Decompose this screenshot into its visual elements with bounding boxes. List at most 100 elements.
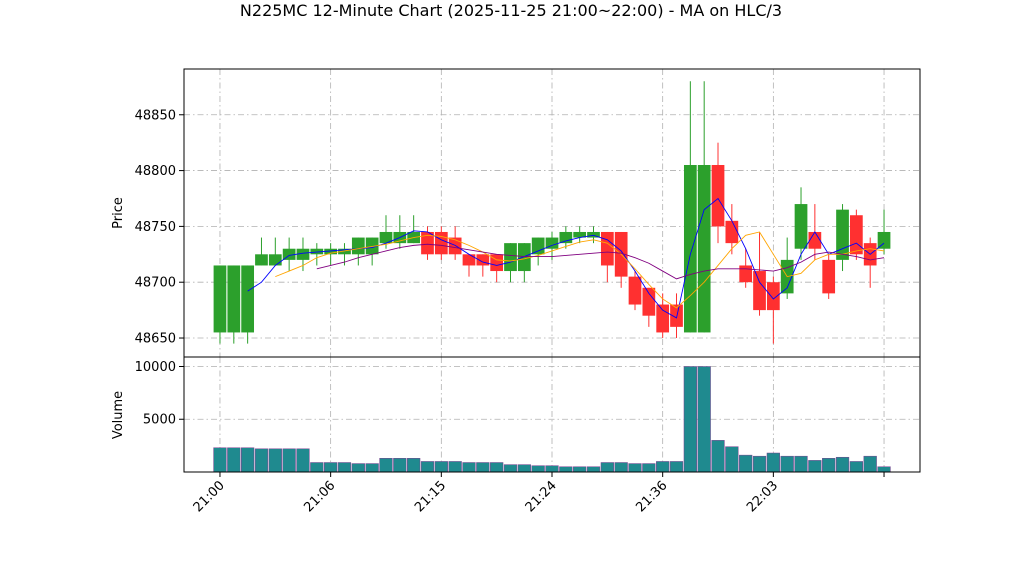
candle-body (213, 265, 227, 333)
candle-body (490, 254, 504, 272)
y-tick-label: 48700 (135, 276, 176, 291)
volume-bar (669, 461, 684, 473)
volume-bar (448, 461, 462, 473)
volume-bar (434, 461, 448, 473)
volume-bar (849, 461, 863, 473)
volume-bar (586, 466, 601, 473)
volume-bar (739, 454, 753, 473)
volume-frame (183, 356, 921, 473)
candle-body (877, 231, 891, 249)
candle-body (434, 231, 448, 255)
candle-body (697, 165, 711, 333)
volume-bar (227, 447, 241, 473)
volume-bar (393, 458, 407, 473)
x-tick-label: 21:15 (412, 478, 449, 515)
candle-body (268, 254, 282, 266)
volume-bar (420, 461, 435, 473)
candle-body (753, 271, 766, 311)
volume-bar (683, 366, 697, 473)
volume-bar (573, 466, 587, 473)
candle-body (504, 243, 517, 272)
candle-body (365, 237, 379, 255)
volume-bar (282, 448, 296, 473)
candle-body (324, 248, 338, 255)
volume-bar (268, 448, 282, 473)
volume-bar (490, 462, 504, 473)
volume-bar (766, 452, 780, 473)
candle-body (573, 231, 587, 238)
x-tick-label: 22:03 (744, 478, 781, 515)
volume-bar (780, 455, 794, 473)
volume-bar (476, 462, 490, 473)
candle-body (338, 248, 351, 255)
candle-body (794, 204, 808, 249)
volume-bar (503, 464, 518, 473)
volume-tick-label: 5000 (143, 413, 176, 428)
volume-bar (822, 458, 836, 473)
volume-bar (213, 447, 227, 473)
volume-bar (835, 456, 850, 473)
ma-line (247, 197, 885, 319)
ma-line (316, 243, 885, 280)
volume-bar (711, 440, 725, 473)
volume-bar (656, 461, 670, 473)
candle-body (476, 254, 490, 266)
candle-body (531, 237, 545, 255)
volume-bar (642, 463, 656, 473)
volume-bar (310, 462, 324, 473)
candle-body (670, 304, 683, 327)
candle-body (739, 265, 753, 283)
y-axis-label: Price (111, 197, 126, 229)
volume-bar (808, 460, 822, 473)
candle-body (836, 209, 849, 260)
volume-axis-label: Volume (111, 391, 126, 439)
candle-body (282, 248, 296, 260)
volume-bar (531, 465, 545, 473)
volume-bar (877, 466, 891, 473)
volume-bar (794, 455, 808, 473)
volume-bar (725, 446, 739, 473)
volume-bar (254, 448, 269, 473)
candle-body (448, 237, 462, 255)
plot-layer: 21:00 21:06 21:15 21:24 21:36 22:03 48650 48700… (135, 69, 920, 515)
y-tick-label: 48800 (135, 164, 176, 179)
volume-bar (407, 458, 421, 473)
candle-body (310, 248, 324, 255)
candle-body (241, 265, 255, 333)
volume-bar (296, 448, 310, 473)
candle-body (227, 265, 241, 333)
candle-body (642, 287, 656, 316)
volume-bar (628, 463, 642, 473)
candle-body (725, 220, 739, 244)
volume-bar (351, 463, 365, 473)
volume-bar (600, 462, 614, 473)
volume-bar (241, 447, 255, 473)
candle-body (421, 231, 434, 255)
volume-bar (324, 462, 338, 473)
volume-tick-label: 10000 (135, 360, 176, 375)
candle-body (683, 165, 697, 333)
candle-body (600, 231, 614, 266)
volume-bar (337, 462, 352, 473)
candle-body (587, 231, 600, 238)
candle-body (545, 237, 559, 249)
candle-body (559, 231, 573, 244)
candle-body (351, 237, 365, 255)
y-tick-label: 48850 (135, 108, 176, 123)
volume-bar (863, 455, 877, 473)
candle-body (711, 165, 725, 227)
candle-body (766, 282, 780, 311)
candle-body (656, 304, 670, 333)
volume-bar (462, 462, 476, 473)
x-tick-label: 21:06 (301, 478, 338, 515)
candle-body (628, 276, 642, 305)
candle-body (517, 243, 531, 272)
candle-body (849, 215, 863, 255)
y-tick-label: 48750 (135, 220, 176, 235)
candle-body (822, 259, 836, 294)
candle-body (462, 254, 476, 266)
volume-bar (614, 462, 628, 473)
x-tick-label: 21:00 (191, 478, 228, 515)
chart-title: N225MC 12-Minute Chart (2025-11-25 21:00… (240, 1, 782, 20)
